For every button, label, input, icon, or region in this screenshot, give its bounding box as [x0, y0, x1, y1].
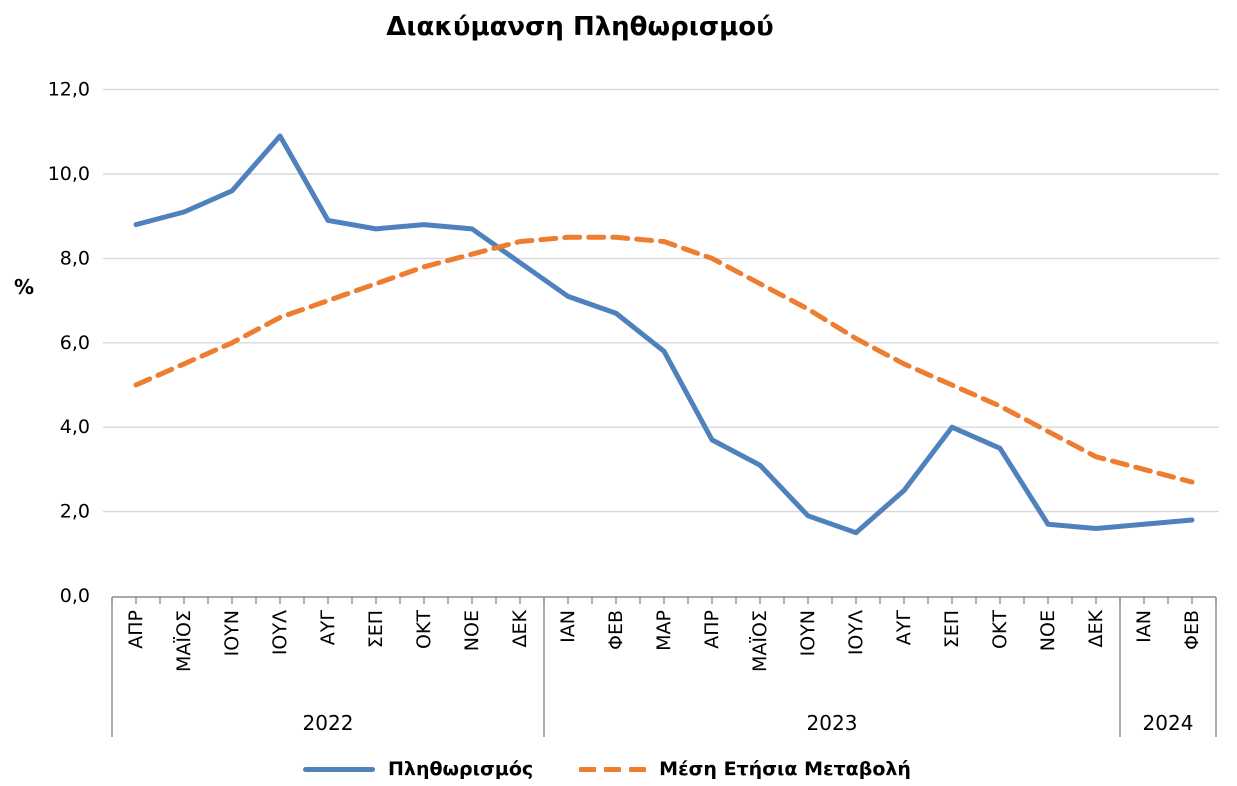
month-label: ΝΟΕ [1037, 610, 1059, 651]
year-label: 2022 [303, 711, 354, 735]
month-label: ΙΑΝ [557, 610, 579, 643]
month-label: ΙΟΥΝ [797, 610, 819, 656]
year-label: 2023 [807, 711, 858, 735]
month-label: ΟΚΤ [989, 610, 1011, 649]
month-label: ΦΕΒ [1181, 610, 1203, 650]
average-annual-change-line [133, 234, 1195, 485]
legend: Πληθωρισμός Μέση Ετήσια Μεταβολή [0, 758, 1214, 780]
y-tick-label: 6,0 [60, 332, 90, 354]
y-tick-label: 10,0 [48, 163, 90, 185]
month-label: ΑΠΡ [125, 610, 147, 649]
month-label: ΑΥΓ [317, 610, 339, 646]
chart-title: Διακύμανση Πληθωρισμού [386, 12, 774, 42]
legend-line-sample-inflation [303, 766, 376, 772]
y-axis-title: % [14, 275, 34, 299]
legend-label-average-annual-change: Μέση Ετήσια Μεταβολή [659, 758, 911, 780]
month-label: ΙΟΥΛ [269, 610, 291, 655]
y-tick-label: 4,0 [60, 416, 90, 438]
month-label: ΜΑΪΟΣ [172, 610, 195, 672]
month-label: ΑΠΡ [701, 610, 723, 649]
month-label: ΦΕΒ [605, 610, 627, 650]
y-tick-label: 2,0 [60, 501, 90, 523]
month-label: ΣΕΠ [365, 610, 387, 648]
month-label: ΝΟΕ [461, 610, 483, 651]
legend-dash-sample-average-annual-change [579, 766, 647, 772]
month-label: ΔΕΚ [1085, 609, 1107, 647]
month-label: ΑΥΓ [893, 610, 915, 646]
month-label: ΙΟΥΛ [845, 610, 867, 655]
month-label: ΙΟΥΝ [221, 610, 243, 656]
legend-item-average: Μέση Ετήσια Μεταβολή [579, 758, 911, 780]
month-label: ΜΑΡ [653, 610, 675, 651]
y-tick-label: 12,0 [48, 79, 90, 101]
inflation-line [133, 133, 1195, 536]
month-label: ΣΕΠ [941, 610, 963, 648]
month-label: ΔΕΚ [509, 609, 531, 647]
month-label: ΟΚΤ [413, 610, 435, 649]
year-label: 2024 [1143, 711, 1194, 735]
y-tick-label: 0,0 [60, 585, 90, 607]
month-label: ΙΑΝ [1133, 610, 1155, 643]
y-tick-label: 8,0 [60, 247, 90, 269]
legend-item-inflation: Πληθωρισμός [303, 758, 533, 780]
legend-label-inflation: Πληθωρισμός [388, 758, 534, 780]
month-label: ΜΑΪΟΣ [748, 610, 771, 672]
